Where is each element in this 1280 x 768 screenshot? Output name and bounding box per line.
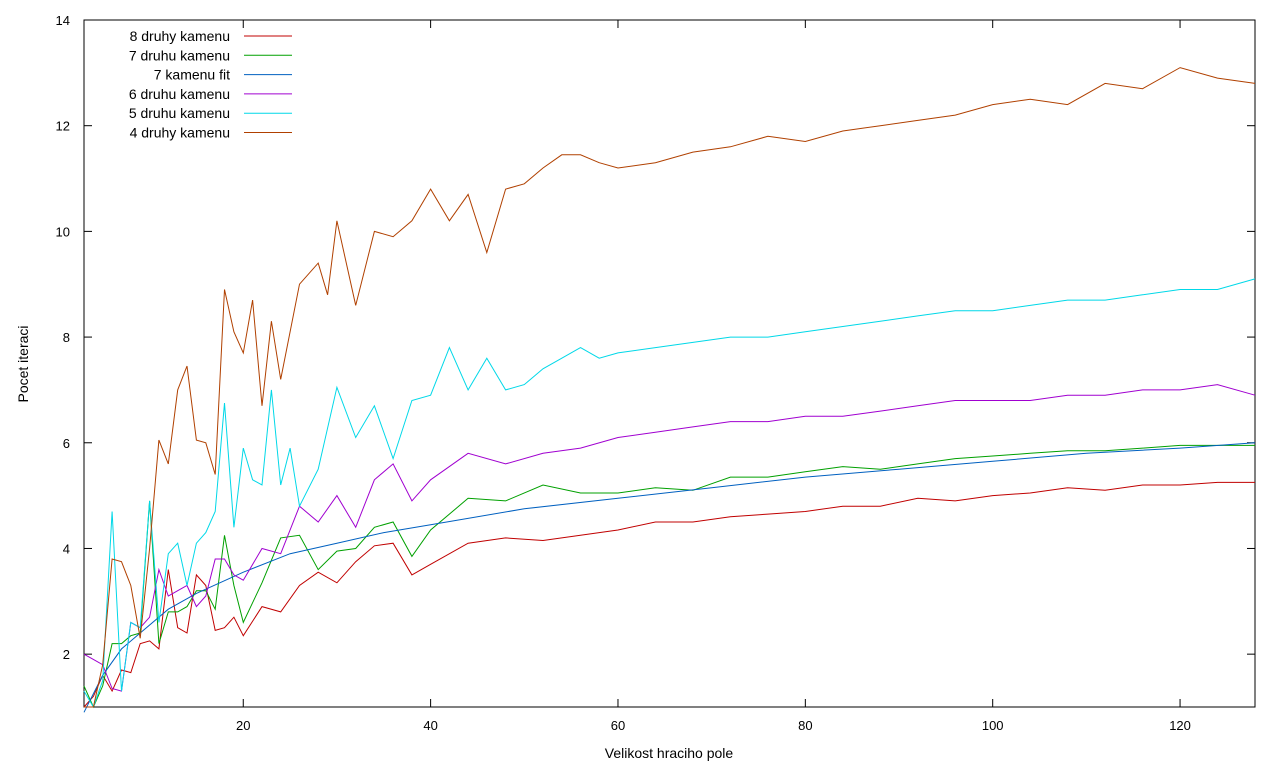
- y-tick-label: 10: [56, 224, 70, 239]
- y-axis-label: Pocet iteraci: [15, 325, 31, 402]
- legend-label: 8 druhy kamenu: [130, 28, 230, 44]
- legend-label: 4 druhy kamenu: [130, 125, 230, 141]
- legend: 8 druhy kamenu 7 druhu kamenu 7 kamenu fit…: [129, 28, 292, 141]
- series-lines: [83, 67, 1256, 713]
- y-axis-ticks: 2 4 6 8 10 12 14: [56, 13, 1255, 662]
- x-tick-label: 40: [423, 718, 437, 733]
- series-line-4: [83, 384, 1256, 692]
- series-line-5: [83, 278, 1256, 709]
- y-tick-label: 12: [56, 119, 70, 134]
- x-tick-label: 80: [798, 718, 812, 733]
- x-tick-label: 60: [611, 718, 625, 733]
- x-axis-ticks: 20 40 60 80 100 120: [236, 20, 1191, 733]
- legend-label: 7 druhu kamenu: [129, 47, 230, 63]
- y-tick-label: 4: [63, 541, 70, 556]
- x-axis-label: Velikost hraciho pole: [605, 745, 734, 761]
- plot-frame: [83, 19, 1256, 708]
- y-tick-label: 2: [63, 647, 70, 662]
- series-line-1: [83, 481, 1255, 708]
- legend-label: 7 kamenu fit: [154, 67, 230, 83]
- series-line-2: [83, 444, 1255, 709]
- series-line-6: [84, 67, 1256, 708]
- x-tick-label: 20: [236, 718, 250, 733]
- x-tick-label: 100: [982, 718, 1004, 733]
- legend-label: 6 druhu kamenu: [129, 86, 230, 102]
- series-line-3: [83, 442, 1256, 713]
- y-tick-label: 6: [63, 436, 70, 451]
- y-tick-label: 14: [56, 13, 70, 28]
- x-tick-label: 120: [1169, 718, 1191, 733]
- y-tick-label: 8: [63, 330, 70, 345]
- legend-label: 5 druhu kamenu: [129, 105, 230, 121]
